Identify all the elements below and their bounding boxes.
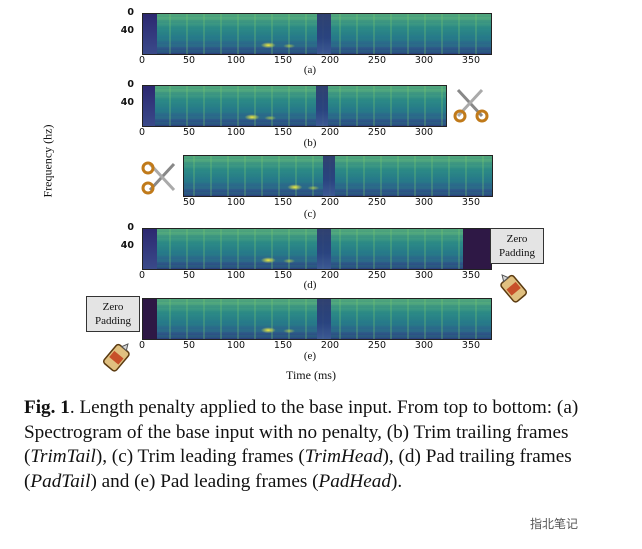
caption-text-5: ).: [390, 470, 403, 492]
ytick-0-d: 0: [127, 222, 134, 233]
x-tick-label: 350: [461, 55, 481, 66]
spectrogram-a: [142, 13, 492, 55]
caption-trimtail: TrimTail: [30, 446, 96, 468]
watermark: 指北笔记: [530, 517, 579, 531]
panel-label-b: (b): [303, 137, 317, 149]
zero-padding-box-d: Zero Padding: [490, 228, 544, 264]
scissors-icon: [141, 161, 176, 195]
figure-caption: Fig. 1. Length penalty applied to the ba…: [24, 396, 620, 494]
x-tick-label: 350: [461, 197, 481, 208]
zero-padding-region: [463, 229, 491, 269]
panel-label-a: (a): [303, 64, 317, 76]
x-tick-label: 300: [414, 270, 434, 281]
zero-padding-label: Zero Padding: [94, 301, 132, 327]
x-tick-label: 50: [182, 197, 196, 208]
x-tick-label: 50: [182, 340, 196, 351]
glue-bottle-icon: [102, 343, 130, 372]
x-tick-label: 200: [320, 270, 340, 281]
caption-trimhead: TrimHead: [304, 446, 383, 468]
x-tick-label: 200: [320, 197, 340, 208]
glue-bottle-icon: [500, 274, 528, 303]
x-tick-label: 100: [226, 55, 246, 66]
x-tick-label: 0: [138, 270, 146, 281]
x-tick-label: 50: [182, 55, 196, 66]
x-tick-label: 150: [273, 55, 293, 66]
x-tick-label: 250: [367, 197, 387, 208]
y-axis-label: Frequency (hz): [40, 124, 55, 198]
spectrogram-e: [142, 298, 492, 340]
x-tick-label: 300: [414, 55, 434, 66]
x-tick-label: 250: [367, 270, 387, 281]
x-tick-label: 150: [273, 340, 293, 351]
x-axis-label: Time (ms): [286, 368, 336, 382]
ytick-0-b: 0: [127, 79, 134, 90]
panel-label-c: (c): [303, 208, 317, 220]
x-tick-label: 200: [320, 340, 340, 351]
x-tick-label: 300: [414, 197, 434, 208]
caption-padtail: PadTail: [30, 470, 91, 492]
x-tick-label: 50: [182, 127, 196, 138]
x-tick-label: 250: [367, 127, 387, 138]
x-tick-label: 0: [138, 55, 146, 66]
x-tick-label: 0: [138, 127, 146, 138]
ytick-0-a: 0: [127, 7, 134, 18]
caption-text-3: ), (d) Pad trailing frames (: [24, 446, 572, 492]
x-tick-label: 250: [367, 55, 387, 66]
x-tick-label: 300: [414, 127, 434, 138]
x-tick-label: 350: [461, 270, 481, 281]
x-tick-label: 0: [138, 340, 146, 351]
ytick-40-a: 40: [120, 25, 134, 36]
x-tick-label: 150: [273, 270, 293, 281]
x-tick-label: 150: [273, 127, 293, 138]
zero-padding-label: Zero Padding: [498, 233, 536, 259]
ytick-40-b: 40: [120, 97, 134, 108]
x-tick-label: 100: [226, 340, 246, 351]
x-tick-label: 100: [226, 197, 246, 208]
x-tick-label: 50: [182, 270, 196, 281]
spectrogram-c: [183, 155, 493, 197]
panel-label-e: (e): [303, 350, 317, 362]
x-tick-label: 300: [414, 340, 434, 351]
zero-padding-box-e: Zero Padding: [86, 296, 140, 332]
x-tick-label: 100: [226, 127, 246, 138]
spectrogram-b: [142, 85, 447, 127]
x-tick-label: 350: [461, 340, 481, 351]
x-tick-label: 250: [367, 340, 387, 351]
x-tick-label: 100: [226, 270, 246, 281]
spectrogram-d: [142, 228, 492, 270]
caption-text-1: . Length penalty applied to the base inp…: [24, 397, 579, 468]
caption-text-4: ) and (e) Pad leading frames (: [90, 470, 319, 492]
x-tick-label: 200: [320, 127, 340, 138]
caption-padhead: PadHead: [318, 470, 391, 492]
figure-number: Fig. 1: [24, 397, 70, 418]
scissors-icon: [453, 88, 489, 123]
caption-text-2: ), (c) Trim leading frames (: [95, 446, 305, 468]
panel-label-d: (d): [303, 279, 317, 291]
x-tick-label: 200: [320, 55, 340, 66]
x-tick-label: 150: [273, 197, 293, 208]
zero-padding-region: [143, 299, 157, 339]
ytick-40-d: 40: [120, 240, 134, 251]
